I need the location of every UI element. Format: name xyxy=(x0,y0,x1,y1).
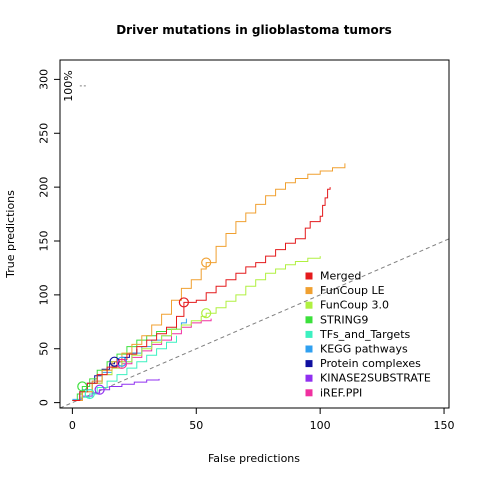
legend-label-0: Merged xyxy=(320,270,361,283)
x-axis-label: False predictions xyxy=(208,452,300,465)
series-marker-6 xyxy=(109,356,120,367)
series-marker-7 xyxy=(94,384,105,395)
y-axis: 0 50 100 150 200 250 300 xyxy=(38,69,60,406)
plot-area xyxy=(60,85,449,408)
y-tick-label-5: 250 xyxy=(38,123,51,144)
x-tick-label-2: 100 xyxy=(310,419,331,432)
x-tick-label-3: 150 xyxy=(434,419,455,432)
x-tick-label-1: 50 xyxy=(189,419,203,432)
annotation-100-percent: 100% xyxy=(62,70,75,101)
legend-swatch-8 xyxy=(305,389,313,397)
series-marker-2 xyxy=(201,308,212,319)
legend-swatch-2 xyxy=(305,301,313,309)
legend-swatch-7 xyxy=(305,374,313,382)
series-line-0 xyxy=(72,187,331,401)
y-axis-label: True predictions xyxy=(4,190,17,279)
legend-label-4: TFs_and_Targets xyxy=(319,328,411,341)
legend-label-1: FunCoup LE xyxy=(320,284,385,297)
y-tick-label-3: 150 xyxy=(38,231,51,252)
y-tick-label-1: 50 xyxy=(38,342,51,356)
series-line-1 xyxy=(72,163,346,401)
legend-label-2: FunCoup 3.0 xyxy=(320,299,389,312)
legend-label-6: Protein complexes xyxy=(320,357,421,370)
plot-frame xyxy=(59,59,450,409)
annotation-group: 100% xyxy=(62,70,75,101)
series-line-3 xyxy=(72,327,177,401)
legend-label-5: KEGG pathways xyxy=(320,343,408,356)
legend-swatch-4 xyxy=(305,330,313,338)
y-tick-label-2: 100 xyxy=(38,284,51,305)
y-tick-label-6: 300 xyxy=(38,69,51,90)
x-tick-label-0: 0 xyxy=(69,419,76,432)
series-marker-3 xyxy=(77,381,88,392)
y-tick-label-4: 200 xyxy=(38,177,51,198)
chart-title: Driver mutations in glioblastoma tumors xyxy=(116,23,392,37)
legend-label-7: KINASE2SUBSTRATE xyxy=(320,372,431,385)
legend-swatch-5 xyxy=(305,345,313,353)
y-tick-label-0: 0 xyxy=(38,399,51,406)
x-axis: 0 50 100 150 xyxy=(69,408,455,432)
legend-swatch-0 xyxy=(305,272,313,280)
series-marker-8 xyxy=(116,358,128,369)
series-line-4 xyxy=(72,335,177,401)
series-line-7 xyxy=(72,378,160,401)
legend-label-8: iREF.PPI xyxy=(320,386,362,399)
legend-swatch-6 xyxy=(305,360,313,368)
series-line-2 xyxy=(72,256,321,401)
series-marker-0 xyxy=(178,297,189,308)
legend-label-3: STRING9 xyxy=(320,313,368,326)
series-marker-1 xyxy=(201,257,212,268)
series-marker-4 xyxy=(84,388,95,400)
legend-swatch-1 xyxy=(305,287,313,295)
diagonal-reference-line xyxy=(60,238,449,408)
legend-swatch-3 xyxy=(305,316,313,324)
